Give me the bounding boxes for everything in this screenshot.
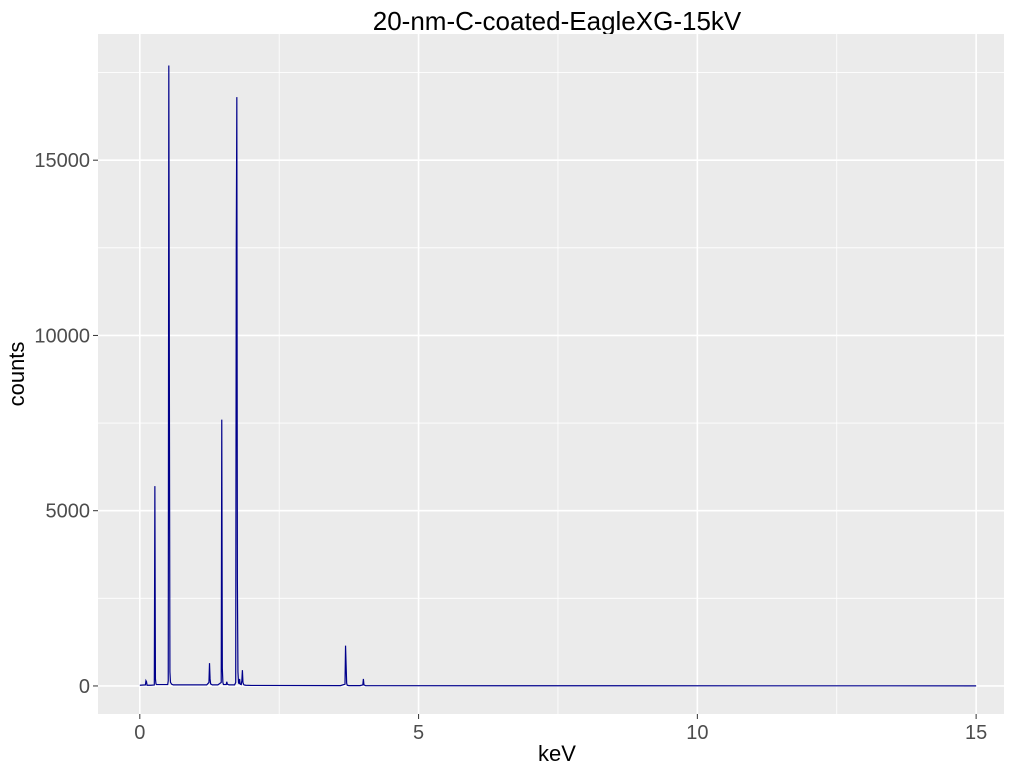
- y-axis-title: counts: [4, 342, 29, 407]
- plot-panel: [98, 34, 1004, 714]
- x-tick-label: 5: [413, 722, 424, 744]
- x-tick-label: 15: [965, 722, 987, 744]
- y-tick-label: 5000: [46, 501, 91, 523]
- y-tick-label: 15000: [34, 150, 90, 172]
- axes: 0 5 10 15 0 5000 10000 15000: [34, 150, 987, 744]
- y-tick-label: 0: [79, 676, 90, 698]
- x-tick-label: 0: [134, 722, 145, 744]
- x-axis-title: keV: [538, 741, 576, 766]
- series-layer: [139, 65, 977, 687]
- series-line: [139, 65, 977, 687]
- chart-title: 20-nm-C-coated-EagleXG-15kV: [373, 6, 742, 36]
- x-tick-label: 10: [686, 722, 708, 744]
- y-tick-label: 10000: [34, 325, 90, 347]
